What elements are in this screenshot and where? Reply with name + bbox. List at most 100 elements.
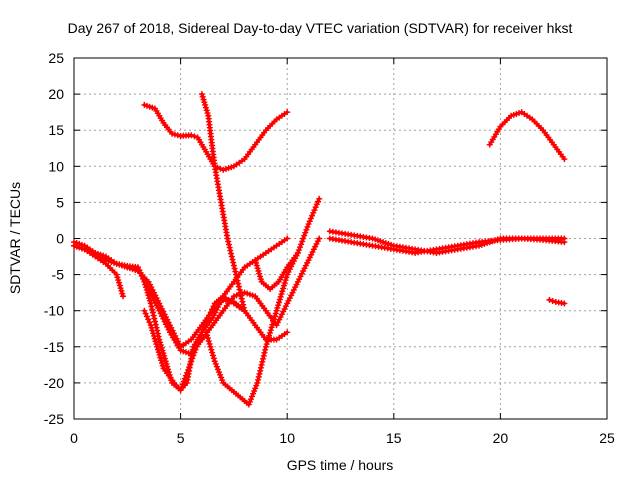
data-point-marker [155,349,162,356]
data-point-marker [284,329,291,336]
data-point-marker [161,355,168,362]
data-point-marker [236,286,243,293]
data-point-marker [276,299,282,306]
data-point-marker [191,133,198,140]
data-point-marker [252,257,259,264]
data-point-marker [257,273,264,280]
data-point-marker [204,332,211,339]
data-point-marker [201,323,208,330]
data-point-marker [228,253,235,260]
y-tick-label: 15 [48,122,64,138]
y-tick-label: 20 [48,86,64,102]
series-sat-f [141,101,291,173]
data-point-marker [150,312,157,319]
data-point-marker [153,341,160,348]
data-point-marker [266,329,273,336]
data-point-marker [270,318,277,325]
data-point-marker [210,352,217,359]
data-point-marker [304,223,311,230]
data-point-marker [255,373,262,380]
data-point-marker [218,374,225,381]
data-point-marker [217,371,224,378]
data-point-marker [561,300,568,307]
data-point-marker [256,270,263,277]
data-point-marker [209,349,216,356]
x-tick-label: 15 [386,430,402,446]
data-point-marker [204,335,211,342]
data-point-marker [157,339,164,346]
y-tick-label: 5 [56,194,64,210]
data-point-marker [147,322,154,329]
data-point-marker [296,244,303,251]
data-point-marker [118,287,125,294]
data-point-marker [305,221,312,228]
y-tick-label: -25 [44,411,64,427]
data-point-marker [546,296,553,303]
data-point-marker [255,376,262,383]
data-point-marker [310,209,317,216]
data-point-marker [307,215,314,222]
data-point-marker [150,332,157,339]
data-point-marker [117,285,124,292]
data-point-marker [148,324,155,331]
data-point-marker [262,343,269,350]
data-point-marker [314,198,321,205]
data-point-marker [280,282,287,289]
data-point-marker [239,298,246,305]
data-point-marker [226,244,233,251]
data-point-marker [262,346,269,353]
data-point-marker [208,346,215,353]
data-point-marker [159,362,166,369]
data-point-marker [159,347,166,354]
data-point-marker [231,265,238,272]
data-point-marker [199,93,206,100]
data-point-marker [209,306,216,313]
data-point-marker [148,303,155,310]
data-point-marker [146,297,153,304]
x-axis-label: GPS time / hours [287,457,394,473]
data-point-marker [142,310,149,317]
data-point-marker [151,335,158,342]
data-point-marker [120,293,127,300]
data-point-marker [233,271,240,278]
data-point-marker [284,109,291,116]
data-point-marker [202,104,209,111]
data-point-marker [266,332,273,339]
data-point-marker [114,274,121,281]
data-point-marker [306,218,313,225]
data-point-marker [313,201,320,208]
data-point-marker [164,363,171,370]
data-point-marker [253,259,260,266]
y-axis-label: SDTVAR / TECUs [7,182,23,294]
data-point-marker [561,239,568,246]
data-point-marker [202,101,209,108]
data-point-marker [198,91,205,98]
data-point-marker [561,156,568,163]
data-point-marker [284,235,291,242]
data-point-marker [233,274,240,281]
data-point-marker [158,357,165,364]
data-point-marker [237,289,244,296]
data-point-marker [271,313,278,320]
data-point-marker [147,300,154,307]
data-point-marker [225,241,232,248]
data-point-marker [261,349,268,356]
y-tick-label: -5 [52,267,65,283]
data-point-marker [309,212,316,219]
data-point-marker [230,259,237,266]
data-point-marker [252,385,259,392]
data-point-marker [265,335,272,342]
data-point-marker [271,316,278,323]
data-point-marker [204,317,211,324]
data-point-marker [146,295,153,302]
data-point-marker [301,232,308,239]
data-point-marker [235,283,242,290]
data-point-marker [253,262,260,269]
data-point-marker [302,229,309,236]
grid [74,58,607,419]
data-point-marker [256,370,263,377]
data-point-marker [245,401,252,408]
data-point-marker [281,279,288,286]
data-point-marker [303,226,310,233]
